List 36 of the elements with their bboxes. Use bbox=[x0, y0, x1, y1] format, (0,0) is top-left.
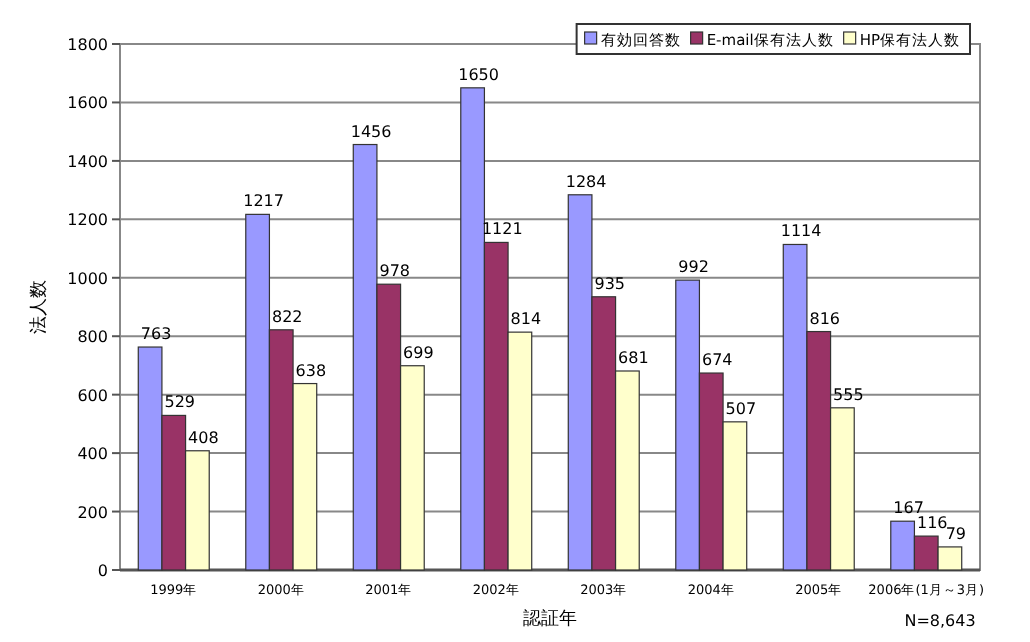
y-tick-label: 200 bbox=[77, 503, 108, 522]
data-label: 1650 bbox=[458, 65, 499, 84]
data-label: 167 bbox=[893, 499, 924, 518]
y-tick-label: 1200 bbox=[67, 211, 108, 230]
data-label: 1114 bbox=[780, 222, 822, 241]
data-label: 816 bbox=[809, 309, 841, 328]
data-label: 1217 bbox=[243, 192, 284, 211]
y-tick-label: 1400 bbox=[67, 152, 108, 171]
data-label: 408 bbox=[188, 428, 219, 447]
data-label: 814 bbox=[510, 310, 542, 329]
y-tick-label: 1600 bbox=[67, 94, 108, 113]
data-label: 935 bbox=[594, 274, 626, 293]
data-label: 529 bbox=[164, 393, 196, 412]
data-label: 674 bbox=[701, 351, 733, 370]
data-label: 1284 bbox=[565, 172, 607, 191]
data-label: 79 bbox=[945, 524, 967, 543]
data-label: 638 bbox=[295, 361, 327, 380]
y-tick-label: 1800 bbox=[67, 36, 108, 54]
data-label: 699 bbox=[403, 343, 434, 362]
data-label: 555 bbox=[833, 385, 864, 404]
data-label: 992 bbox=[678, 258, 709, 277]
y-axis-title: 法人数 bbox=[28, 280, 50, 334]
y-tick-label: 400 bbox=[77, 445, 108, 464]
data-label: 1456 bbox=[350, 122, 392, 141]
data-label: 763 bbox=[140, 325, 172, 344]
data-label: 822 bbox=[271, 307, 303, 326]
y-tick-label: 0 bbox=[97, 562, 108, 580]
data-label: 681 bbox=[618, 349, 649, 367]
data-label: 116 bbox=[916, 514, 948, 533]
data-label: 507 bbox=[725, 399, 757, 418]
x-axis-title: 認証年 bbox=[523, 608, 577, 630]
data-label: 978 bbox=[379, 262, 411, 281]
y-tick-label: 800 bbox=[77, 328, 108, 347]
y-tick-label: 600 bbox=[77, 386, 108, 405]
text: N=8,643 bbox=[904, 612, 976, 630]
y-tick-label: 1000 bbox=[67, 269, 108, 288]
